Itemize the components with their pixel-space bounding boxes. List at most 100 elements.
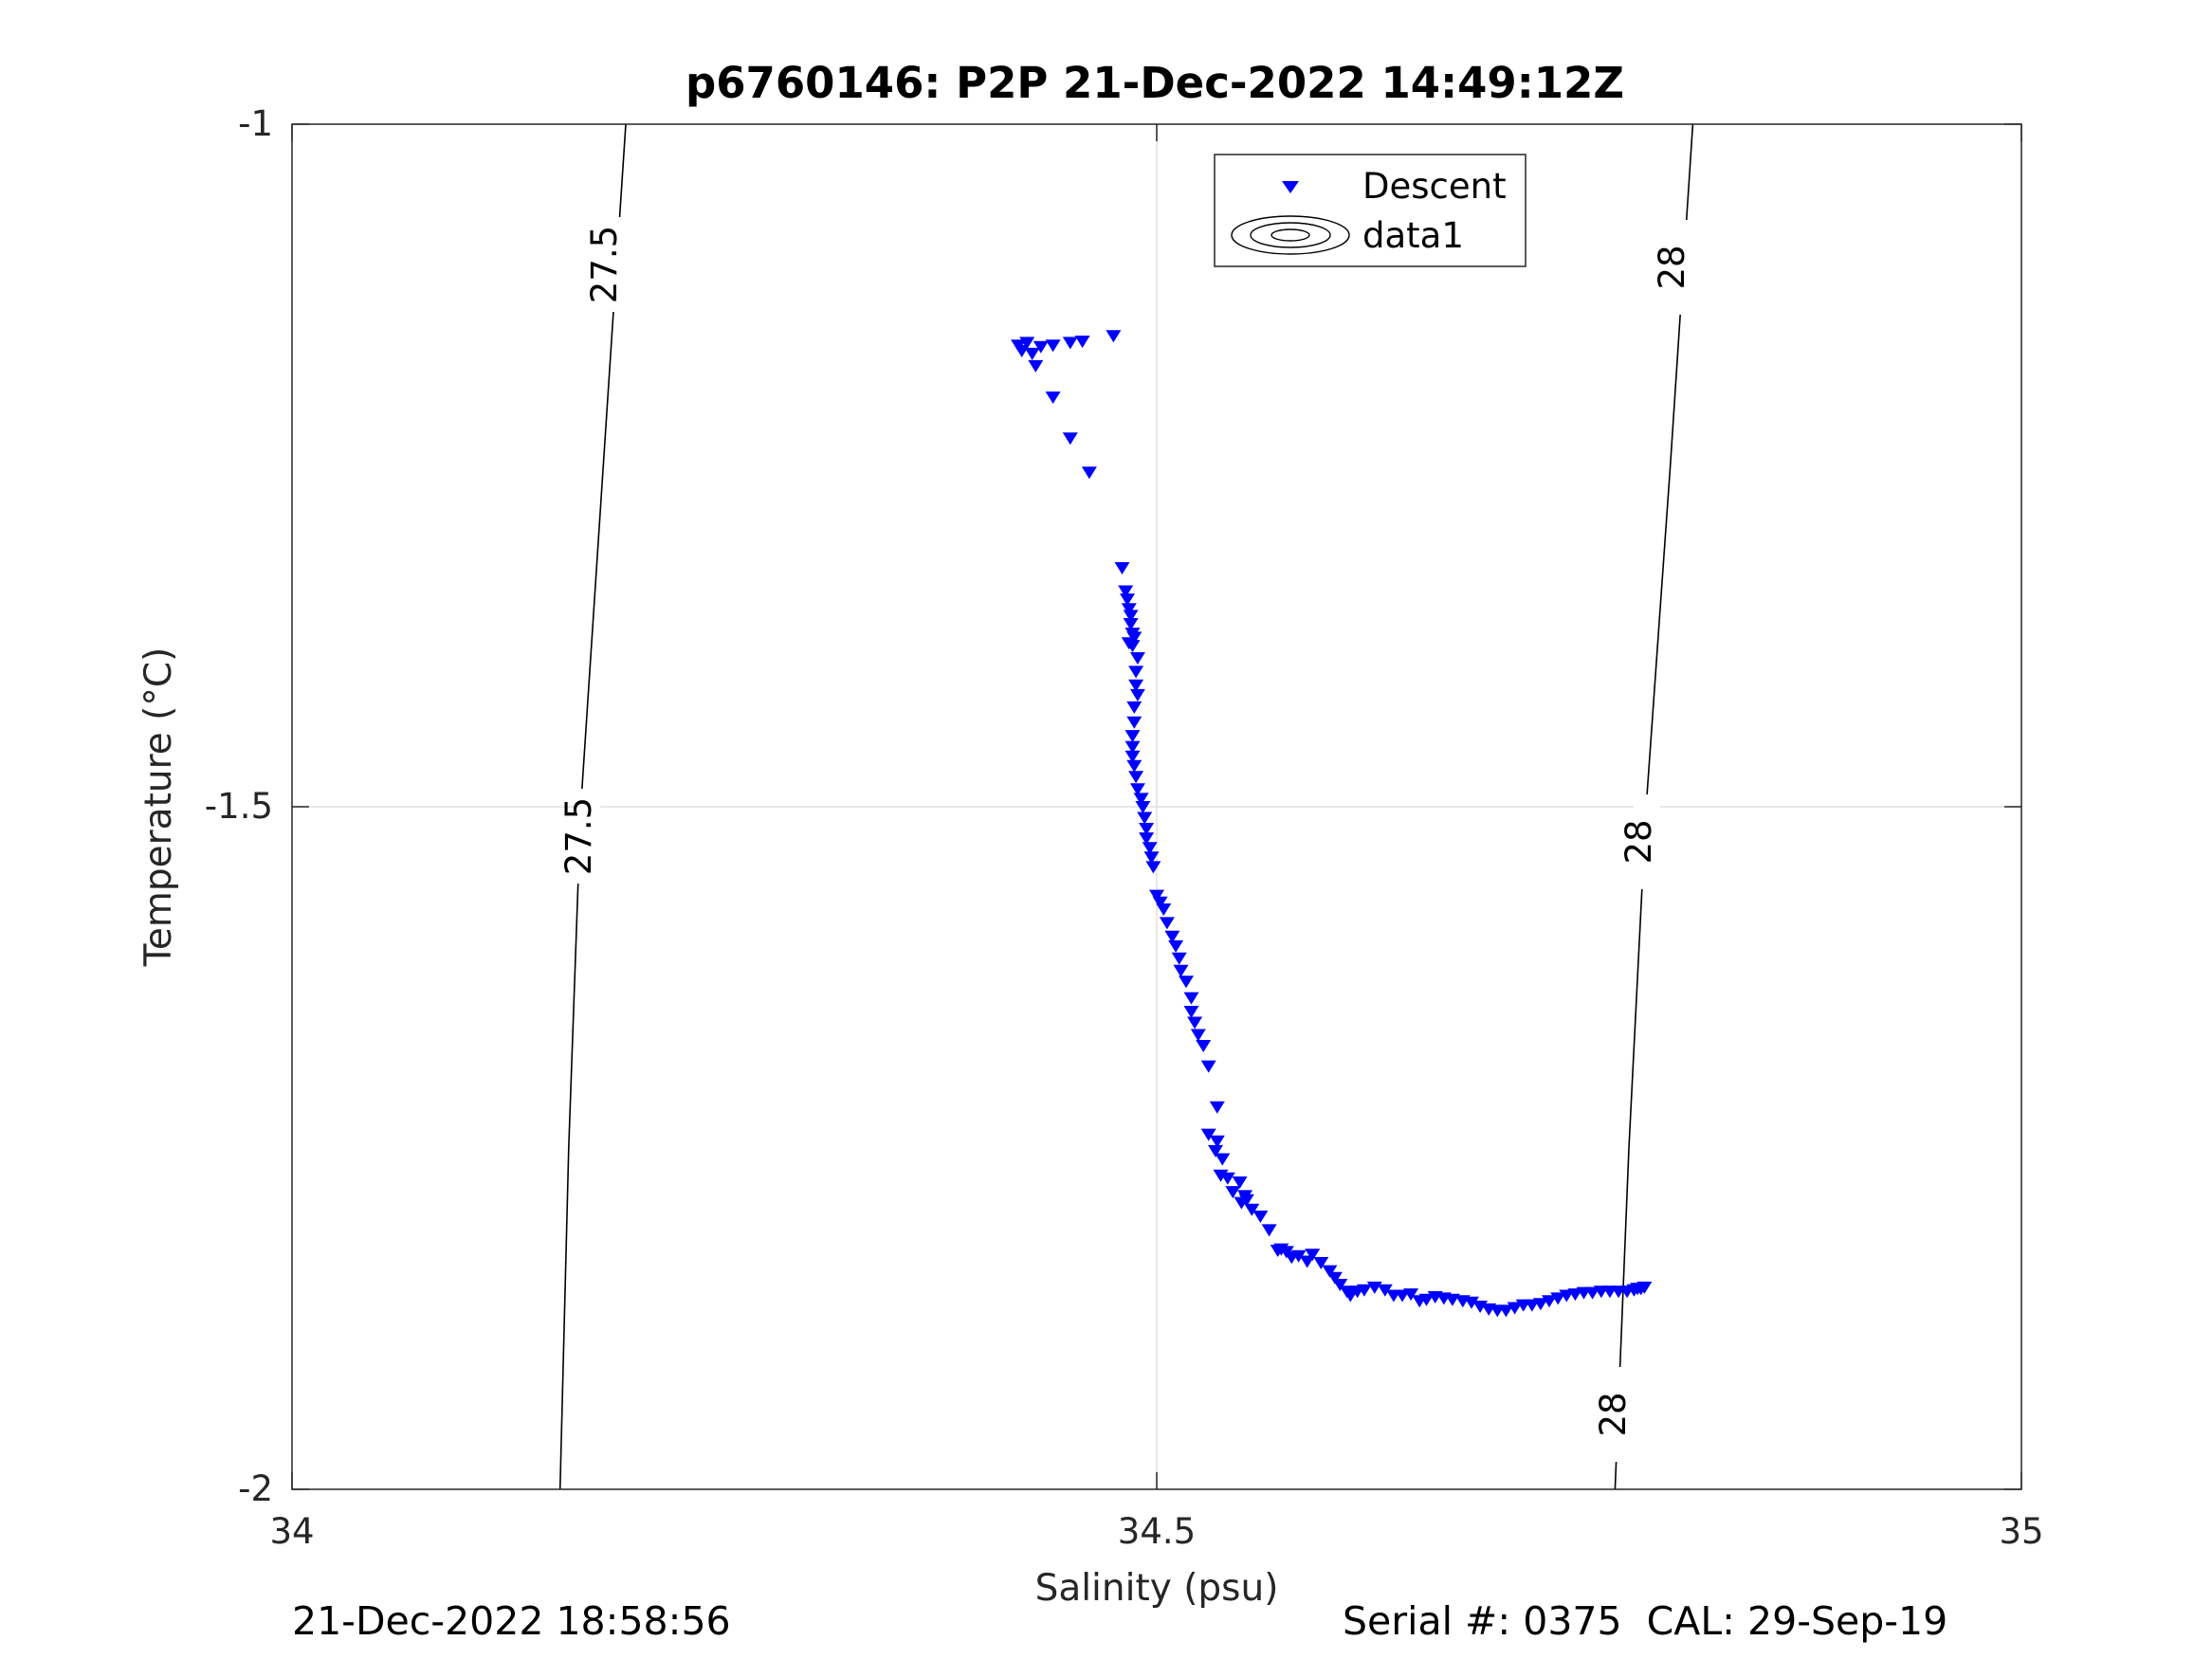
data-point <box>1179 975 1194 989</box>
data-point <box>1196 1040 1212 1052</box>
legend-box <box>1214 154 1526 267</box>
data-point <box>1322 1265 1338 1278</box>
data-point <box>1190 1029 1206 1042</box>
data-point <box>1118 585 1134 598</box>
data-point <box>1326 1271 1343 1285</box>
data-point <box>1507 1302 1523 1315</box>
contour-label-gap <box>1608 1367 1635 1462</box>
descent-series <box>1011 330 1653 1318</box>
data-point <box>1149 889 1164 902</box>
data-point <box>1173 964 1189 977</box>
contour-label-gap <box>574 789 600 884</box>
y-axis-label: Temperature (°C) <box>137 647 180 968</box>
data-point <box>1156 903 1172 916</box>
data-point <box>1244 1203 1260 1216</box>
data-point <box>1033 340 1049 354</box>
data-point <box>1252 1211 1269 1223</box>
data-point <box>1143 851 1160 865</box>
contour-label: 28 <box>1652 245 1692 289</box>
data-point <box>1208 1144 1223 1158</box>
data-point <box>1567 1288 1583 1302</box>
data-point <box>1356 1284 1372 1297</box>
data-point <box>1129 688 1145 702</box>
data-point <box>1142 842 1158 855</box>
data-point <box>1261 1224 1277 1237</box>
data-point <box>1126 759 1143 773</box>
data-point <box>1464 1296 1479 1309</box>
contour-label-gap <box>1667 220 1693 315</box>
axis-ticks <box>291 123 2022 1490</box>
data-point <box>1139 823 1155 835</box>
data-point <box>1183 992 1199 1005</box>
data-point <box>1045 339 1061 353</box>
data-point <box>1550 1292 1566 1305</box>
legend: Descent data1 <box>1214 154 1526 267</box>
data-point <box>1200 1060 1216 1073</box>
data-point <box>1418 1293 1435 1306</box>
x-axis-label: Salinity (psu) <box>1035 1567 1279 1610</box>
data-point <box>1062 432 1078 446</box>
contour-label: 27.5 <box>558 797 599 875</box>
data-point <box>1215 1153 1231 1166</box>
data-point <box>1128 679 1144 692</box>
x-tick-labels: 34 34.5 35 <box>269 1511 2043 1552</box>
data-point <box>1133 793 1149 806</box>
data-point <box>1290 1249 1307 1263</box>
data-point <box>1139 832 1155 846</box>
data-point <box>1332 1279 1348 1291</box>
data-point <box>1164 930 1180 943</box>
data-point <box>1377 1284 1393 1297</box>
data-point <box>1129 652 1145 665</box>
contour-labels: 27.5 27.5 28 28 28 <box>558 226 1692 1437</box>
data-point <box>1200 1128 1216 1141</box>
data-point <box>1187 1016 1203 1030</box>
data-point <box>1129 783 1145 796</box>
data-point <box>1636 1281 1653 1294</box>
data-point <box>1232 1176 1248 1189</box>
data-point <box>1532 1298 1548 1311</box>
data-point <box>1124 750 1141 763</box>
data-point <box>1081 466 1097 480</box>
data-point <box>1114 562 1130 574</box>
data-point <box>1128 665 1144 679</box>
footer-timestamp: 21-Dec-2022 18:58:56 <box>292 1598 731 1644</box>
data-point <box>1168 939 1184 953</box>
data-point <box>1126 716 1143 729</box>
data-point <box>1024 347 1040 360</box>
data-point <box>1124 740 1141 754</box>
data-point <box>1124 730 1141 743</box>
x-tick-label: 35 <box>1999 1511 2043 1552</box>
data-point <box>1045 392 1061 404</box>
data-point <box>1542 1295 1557 1308</box>
data-point <box>1225 1186 1241 1199</box>
data-point <box>1209 1135 1225 1148</box>
footer-serial-cal: Serial #: 0375 CAL: 29-Sep-19 <box>1343 1598 1948 1644</box>
legend-label-data1: data1 <box>1362 215 1464 256</box>
data-point <box>1305 1249 1321 1262</box>
data-point <box>1403 1288 1419 1302</box>
data-point <box>1313 1257 1329 1269</box>
legend-descent-marker <box>1282 181 1299 193</box>
data-point <box>1145 861 1161 874</box>
data-point <box>1126 631 1143 645</box>
contour-label: 28 <box>1618 819 1659 864</box>
legend-contour-icon <box>1231 215 1350 255</box>
x-tick-label: 34 <box>269 1511 314 1552</box>
data-point <box>1498 1304 1514 1318</box>
density-contours <box>558 124 1694 1489</box>
data-point <box>1584 1286 1600 1300</box>
data-point <box>1028 359 1044 373</box>
x-tick-label: 34.5 <box>1118 1511 1196 1552</box>
data-point <box>1152 896 1168 909</box>
data-point <box>1183 1006 1199 1018</box>
data-point <box>1106 330 1122 343</box>
y-tick-label: -1.5 <box>205 786 273 827</box>
legend-label-descent: Descent <box>1362 166 1507 207</box>
y-tick-label: -2 <box>238 1468 273 1509</box>
data-point <box>1135 801 1151 813</box>
data-point <box>1137 811 1153 825</box>
data-point <box>1128 771 1144 784</box>
data-point <box>1123 618 1139 630</box>
data-point <box>1238 1194 1254 1207</box>
